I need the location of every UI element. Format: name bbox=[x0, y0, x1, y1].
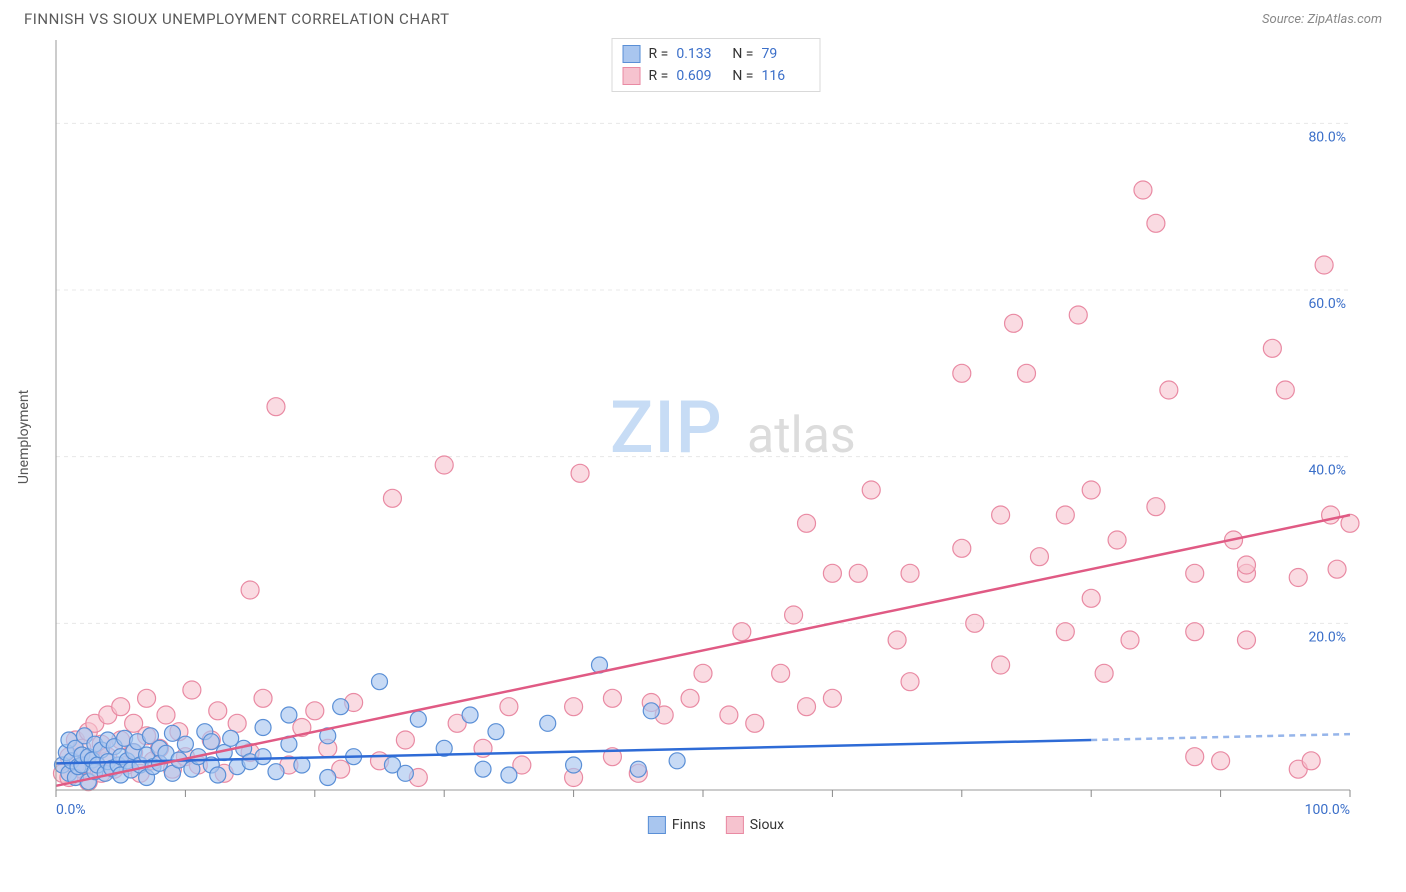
svg-text:80.0%: 80.0% bbox=[1308, 129, 1346, 145]
legend-swatch bbox=[623, 67, 641, 85]
watermark-icon: ZIP bbox=[610, 385, 723, 470]
svg-text:20.0%: 20.0% bbox=[1308, 629, 1346, 645]
y-axis-label: Unemployment bbox=[16, 390, 32, 484]
legend-swatch bbox=[648, 816, 666, 834]
svg-text:0.0%: 0.0% bbox=[56, 802, 86, 818]
correlation-legend: R =0.133 N =79 R =0.609 N =116 bbox=[612, 38, 821, 92]
svg-text:60.0%: 60.0% bbox=[1308, 296, 1346, 312]
legend-series-item: Finns bbox=[648, 816, 706, 834]
series-legend: Finns Sioux bbox=[648, 816, 784, 834]
source-attribution: Source: ZipAtlas.com bbox=[1262, 12, 1382, 27]
chart-title: FINNISH VS SIOUX UNEMPLOYMENT CORRELATIO… bbox=[24, 10, 450, 28]
legend-series-item: Sioux bbox=[726, 816, 784, 834]
legend-swatch bbox=[726, 816, 744, 834]
svg-text:100.0%: 100.0% bbox=[1305, 802, 1350, 818]
legend-swatch bbox=[623, 45, 641, 63]
legend-stat-row: R =0.609 N =116 bbox=[623, 65, 810, 87]
watermark-text: atlas bbox=[747, 407, 856, 465]
legend-stat-row: R =0.133 N =79 bbox=[623, 43, 810, 65]
svg-text:40.0%: 40.0% bbox=[1308, 463, 1346, 479]
scatter-chart: ZIP atlas 20.0% 40.0% 60.0% 80.0% 0.0% 100.0… bbox=[50, 32, 1370, 842]
plot-area: Unemployment ZIP atlas 20.0%40.0%60.0%80… bbox=[50, 32, 1382, 842]
